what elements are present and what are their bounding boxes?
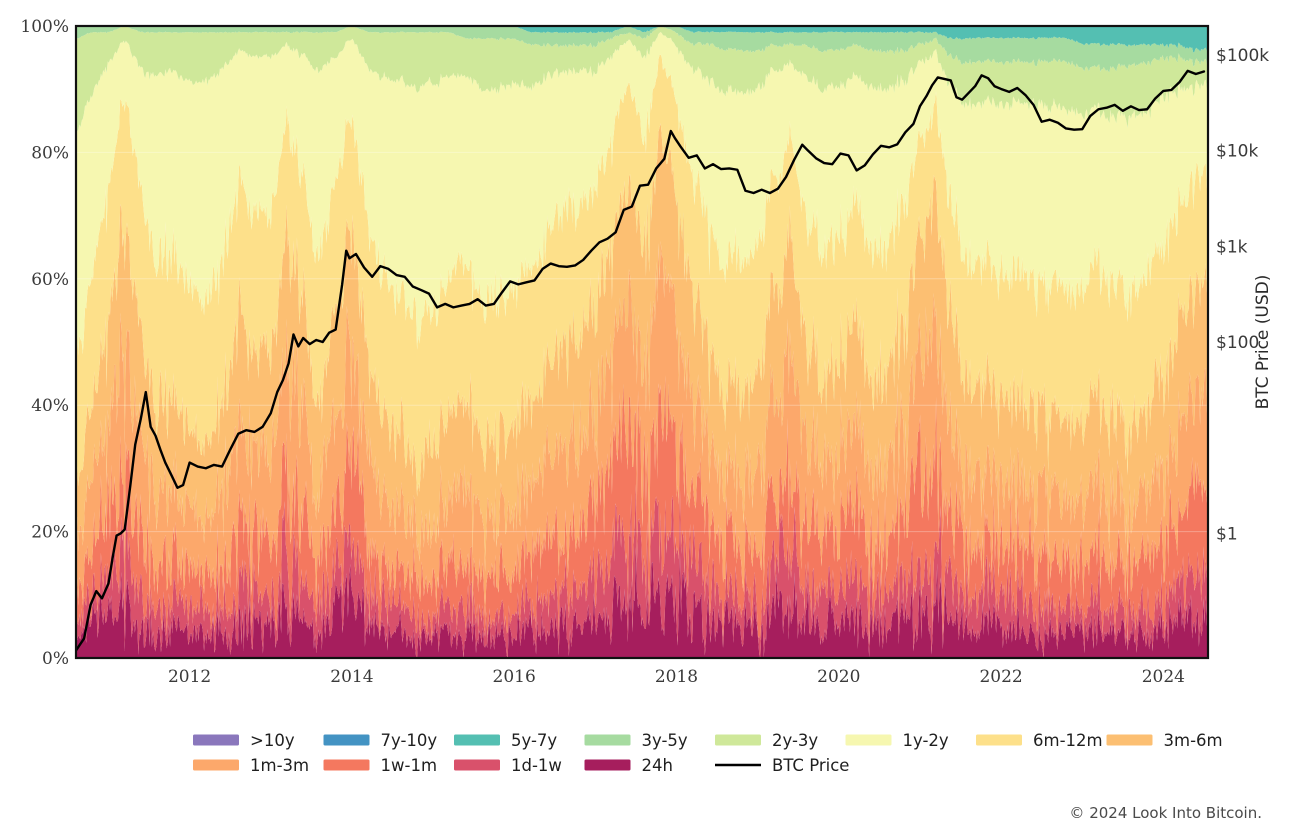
legend-label-1y-2y: 1y-2y [903, 731, 949, 750]
area-band-2y-3y [76, 26, 1208, 132]
legend-label-2y-3y: 2y-3y [772, 731, 818, 750]
legend-item-6m-12m[interactable]: 6m-12m [976, 731, 1103, 750]
legend-swatch-2y-3y[interactable] [715, 734, 761, 746]
legend-item-1m-3m[interactable]: 1m-3m [193, 756, 309, 775]
y-axis-right-ticks: $1 $100 $1k $10k $100k [1216, 46, 1269, 545]
area-band-3m-6m [76, 123, 1208, 572]
legend-swatch-3m-6m[interactable] [1106, 734, 1153, 746]
legend-row-2[interactable]: 1m-3m 1w-1m 1d-1w 24h BTC Price [193, 756, 849, 775]
legend-swatch->10y[interactable] [193, 734, 239, 746]
legend-swatch-1m-3m[interactable] [193, 759, 239, 771]
x-tick-2020: 2020 [817, 667, 860, 687]
area-band-5y-7y [76, 26, 1208, 53]
y-left-tick-40%: 40% [31, 396, 69, 416]
area-band-1m-3m [76, 241, 1208, 618]
x-tick-2022: 2022 [979, 667, 1022, 687]
btc-price-line [76, 69, 1206, 652]
x-tick-2014: 2014 [330, 667, 373, 687]
legend-item-1w-1m[interactable]: 1w-1m [323, 756, 438, 775]
legend-item-24h[interactable]: 24h [584, 756, 673, 775]
legend-swatch-1d-1w[interactable] [454, 759, 500, 771]
x-tick-2016: 2016 [493, 667, 536, 687]
y-right-tick-$10k: $10k [1216, 142, 1258, 162]
legend-swatch-7y-10y[interactable] [323, 734, 370, 746]
legend-item-3y-5y[interactable]: 3y-5y [584, 731, 688, 750]
legend-label-3y-5y: 3y-5y [642, 731, 688, 750]
area-band-3y-5y [76, 26, 1208, 72]
area-band-24h [76, 547, 1208, 658]
legend-label-3m-6m: 3m-6m [1164, 731, 1223, 750]
legend-swatch-24h[interactable] [584, 759, 631, 771]
legend-swatch-1w-1m[interactable] [323, 759, 370, 771]
legend-item-1d-1w[interactable]: 1d-1w [454, 756, 562, 775]
legend-swatch-5y-7y[interactable] [454, 734, 500, 746]
gridlines [76, 151, 1208, 533]
legend-row-1[interactable]: >10y 7y-10y 5y-7y 3y-5y 2y-3y 1y-2y 6m-12m 3m-6… [193, 731, 1223, 750]
plot-border [74, 24, 1210, 660]
price-line-path [76, 69, 1206, 652]
legend-item-BTC Price[interactable]: BTC Price [715, 756, 849, 775]
area-band-1y-2y [76, 31, 1208, 356]
y-right-tick-$100: $100 [1216, 333, 1259, 353]
legend-label-5y-7y: 5y-7y [511, 731, 557, 750]
legend-label-1m-3m: 1m-3m [250, 756, 309, 775]
y-left-tick-100%: 100% [20, 17, 69, 37]
legend-label-7y-10y: 7y-10y [381, 731, 438, 750]
area-band-1d-1w [76, 483, 1208, 658]
y-right-tick-$1k: $1k [1216, 237, 1248, 257]
legend-item-2y-3y[interactable]: 2y-3y [715, 731, 818, 750]
x-tick-2024: 2024 [1142, 667, 1185, 687]
legend-label-BTC Price: BTC Price [772, 756, 849, 775]
y-axis-left-ticks: 0% 20% 40% 60% 80% 100% [20, 17, 69, 669]
x-axis-ticks: 2012 2014 2016 2018 2020 2022 2024 [168, 667, 1185, 687]
legend-label-1w-1m: 1w-1m [381, 756, 438, 775]
y-right-tick-$100k: $100k [1216, 46, 1269, 66]
legend-label-1d-1w: 1d-1w [511, 756, 562, 775]
x-tick-2012: 2012 [168, 667, 211, 687]
area-band-6m-12m [76, 54, 1208, 497]
legend-label-6m-12m: 6m-12m [1033, 731, 1103, 750]
x-tick-2018: 2018 [655, 667, 698, 687]
y-right-tick-$1: $1 [1216, 524, 1238, 544]
legend-swatch-1y-2y[interactable] [845, 734, 892, 746]
copyright-footer: © 2024 Look Into Bitcoin. [1069, 804, 1262, 822]
y-left-tick-20%: 20% [31, 523, 69, 543]
y-left-tick-80%: 80% [31, 143, 69, 163]
legend-label->10y: >10y [250, 731, 295, 750]
legend-item-5y-7y[interactable]: 5y-7y [454, 731, 557, 750]
legend-item-7y-10y[interactable]: 7y-10y [323, 731, 438, 750]
y-axis-right-title: BTC Price (USD) [1253, 275, 1273, 410]
legend-item-3m-6m[interactable]: 3m-6m [1106, 731, 1223, 750]
legend-swatch-6m-12m[interactable] [976, 734, 1022, 746]
legend-item->10y[interactable]: >10y [193, 731, 295, 750]
stacked-area-bands [76, 26, 1208, 658]
legend-item-1y-2y[interactable]: 1y-2y [845, 731, 949, 750]
legend-swatch-3y-5y[interactable] [584, 734, 631, 746]
y-left-tick-60%: 60% [31, 270, 69, 290]
y-left-tick-0%: 0% [42, 649, 69, 669]
legend-label-24h: 24h [642, 756, 673, 775]
